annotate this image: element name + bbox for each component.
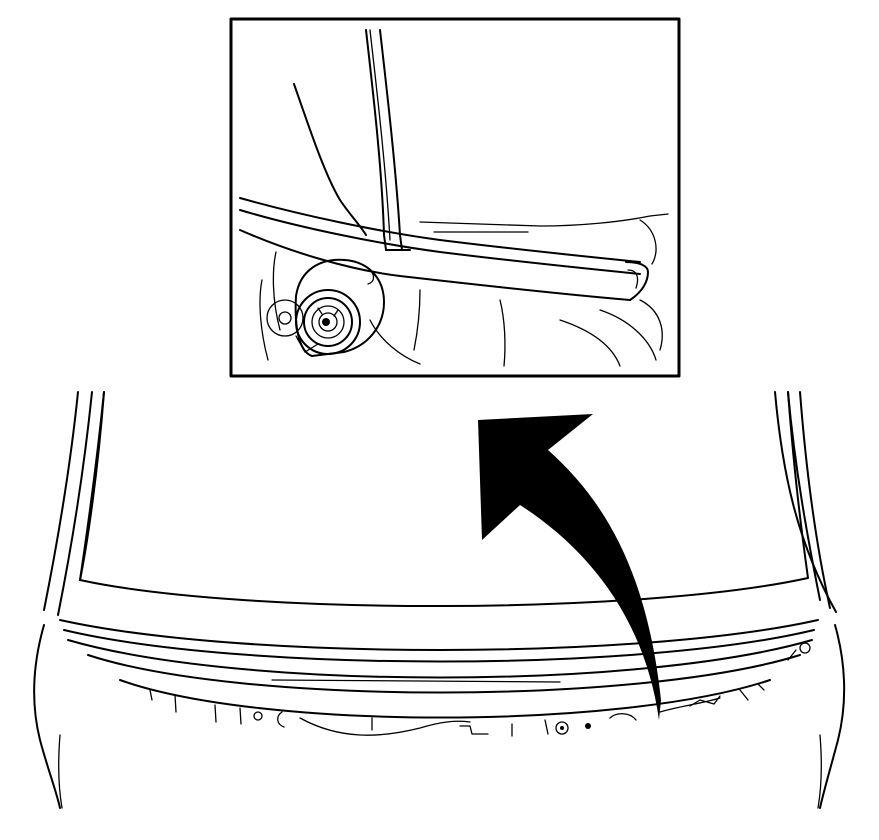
wiper-arm — [365, 29, 411, 251]
windshield — [59, 391, 819, 683]
vehicle-front-outline — [33, 391, 846, 809]
detail-inset-frame — [229, 17, 681, 378]
cowl-panel — [67, 639, 813, 737]
removal-direction-arrow — [478, 414, 661, 720]
wiper-pivot-nut — [294, 258, 385, 357]
detail-inset-content — [239, 83, 669, 367]
